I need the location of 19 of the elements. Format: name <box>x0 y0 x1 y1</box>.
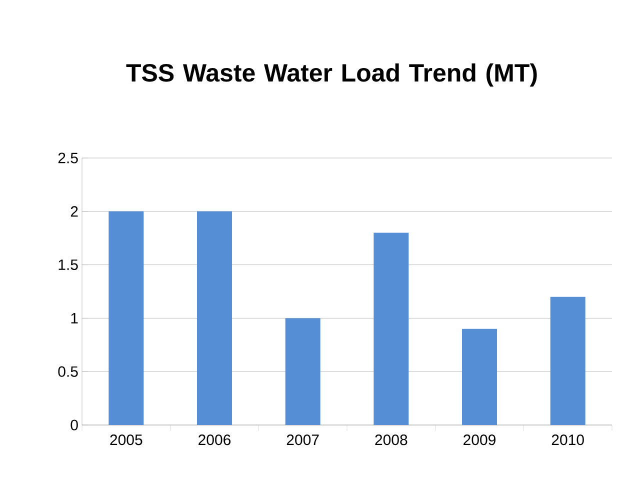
x-tick-label: 2010 <box>552 434 584 446</box>
y-tick-label: 2 <box>70 206 78 217</box>
x-tick-label: 2009 <box>464 434 496 446</box>
y-tick-label: 1 <box>71 313 78 324</box>
chart-title: TSS Waste Water Load Trend (MT) <box>126 63 537 87</box>
y-tick-label: 0 <box>70 420 78 430</box>
y-tick-label: 2.5 <box>58 152 78 164</box>
bar <box>108 211 144 425</box>
y-tick-label: 1.5 <box>58 260 78 270</box>
bar <box>197 211 232 425</box>
x-tick-label: 2006 <box>198 434 231 446</box>
x-tick-label: 2005 <box>110 434 142 446</box>
x-tick-label: 2008 <box>375 434 408 446</box>
x-tick-label: 2007 <box>286 434 319 446</box>
bar <box>374 232 409 425</box>
bar <box>285 318 320 425</box>
bar <box>550 296 586 425</box>
bar <box>462 328 498 425</box>
y-tick-label: 0.5 <box>58 366 78 377</box>
